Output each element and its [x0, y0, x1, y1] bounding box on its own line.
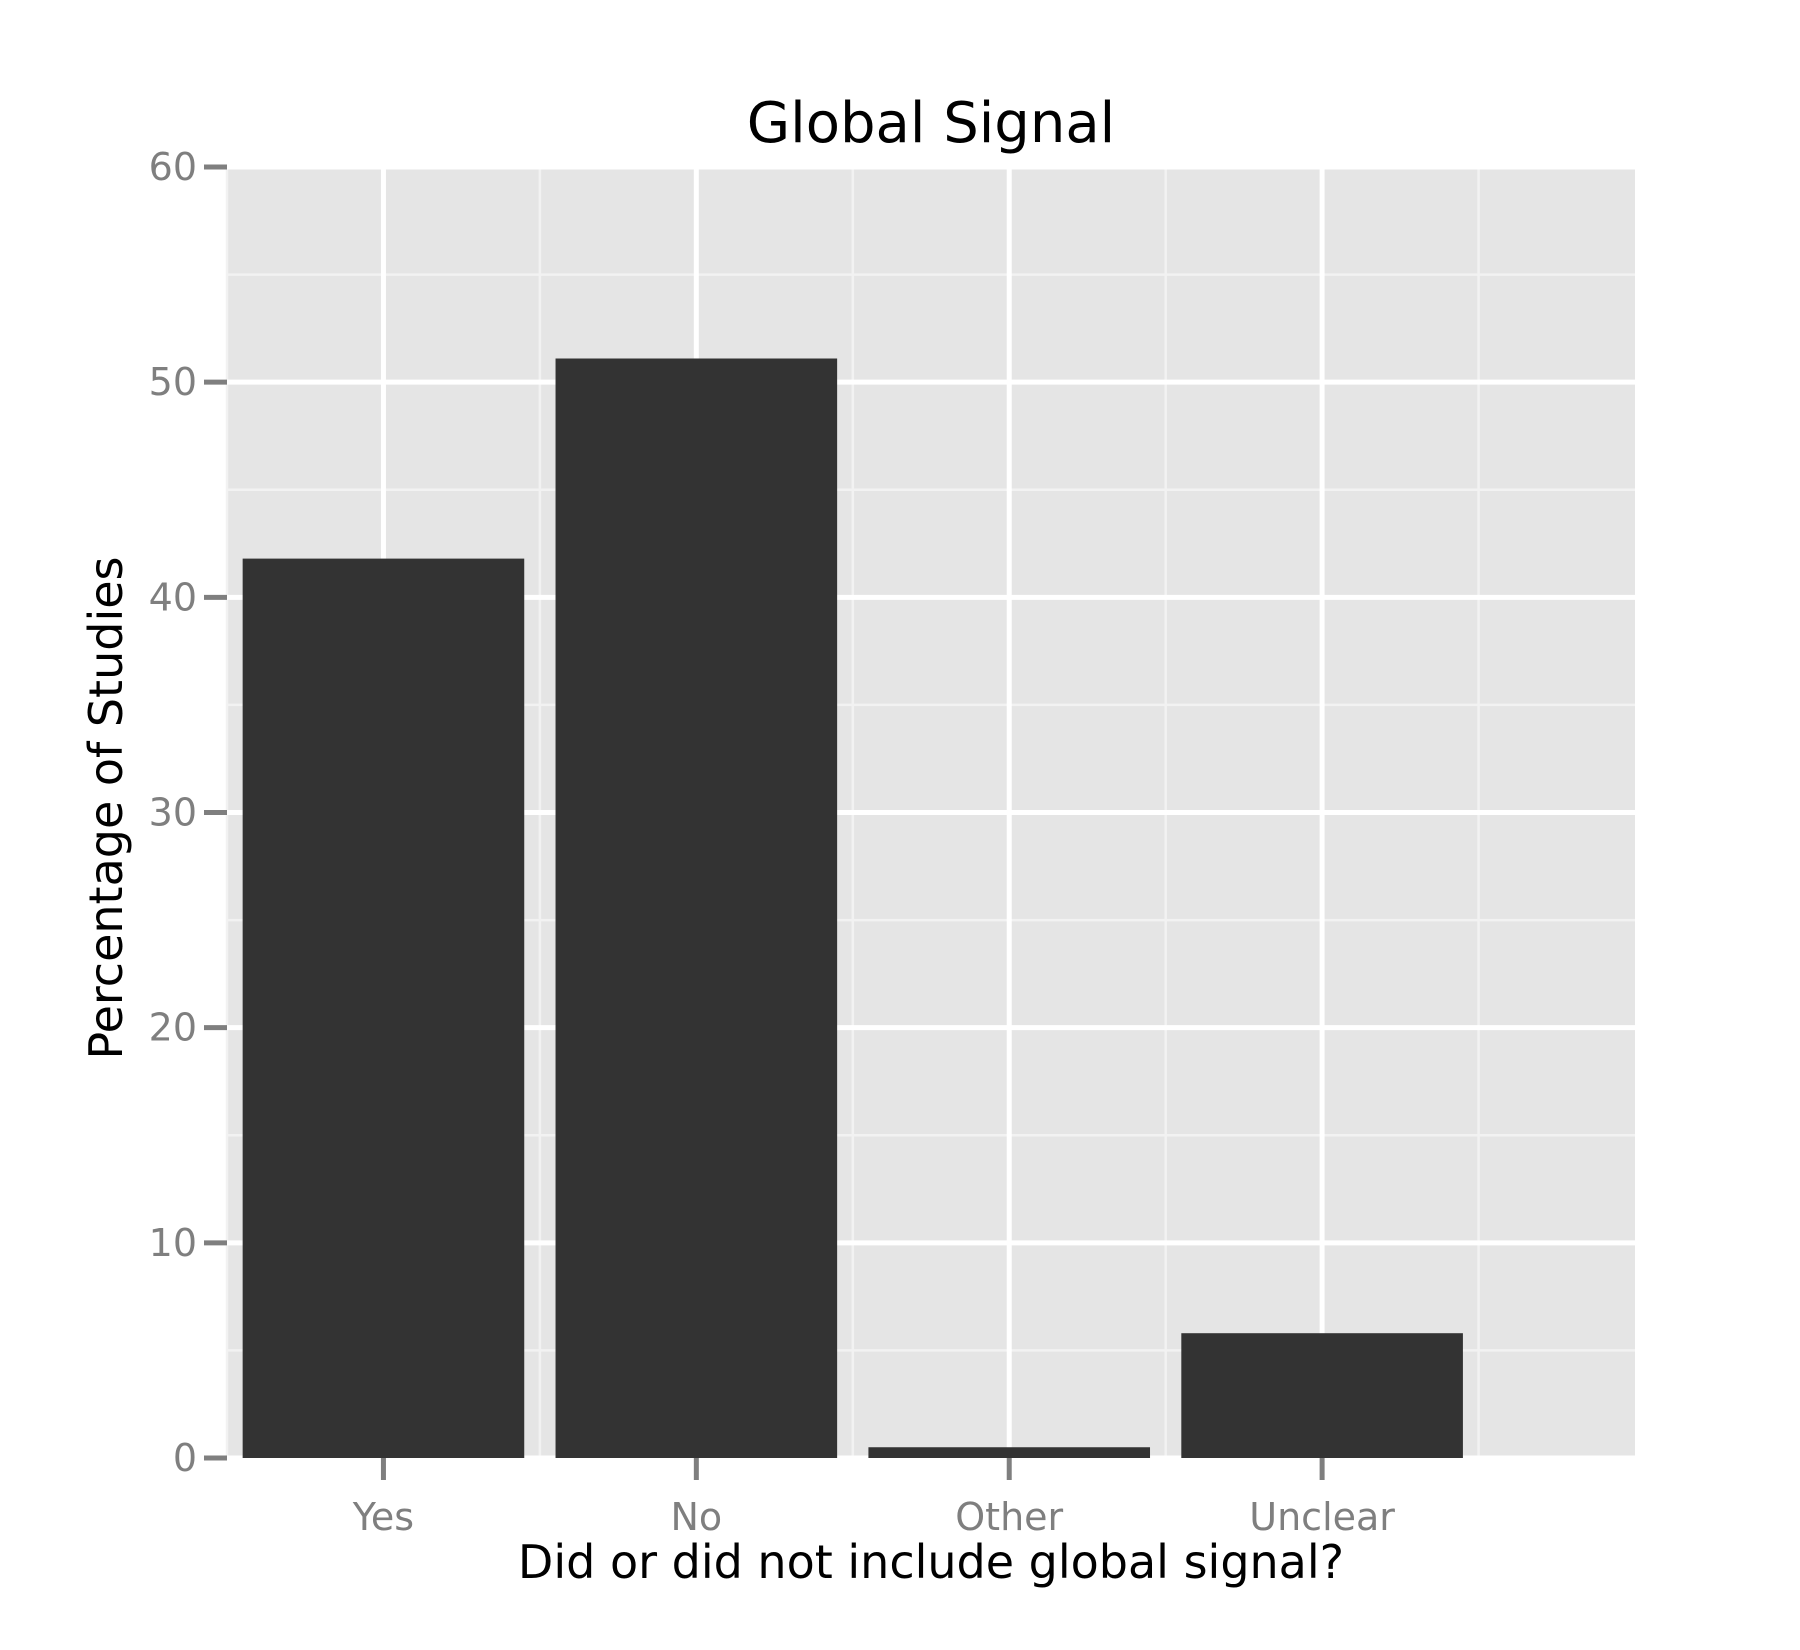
x-axis-title: Did or did not include global signal? [518, 1535, 1344, 1589]
y-tick-label: 0 [173, 1436, 197, 1480]
bar-other [868, 1447, 1151, 1458]
x-tick-label-yes: Yes [352, 1495, 414, 1539]
y-axis-title: Percentage of Studies [79, 557, 133, 1060]
bar-unclear [1181, 1333, 1463, 1458]
x-tick-label-unclear: Unclear [1249, 1495, 1395, 1539]
bars [242, 358, 1463, 1459]
y-tick-label: 40 [149, 575, 197, 619]
chart-title: Global Signal [747, 91, 1115, 156]
x-tick-label-other: Other [955, 1495, 1063, 1539]
y-tick-label: 50 [149, 360, 197, 404]
x-tick-label-no: No [670, 1495, 722, 1539]
y-tick-label: 20 [149, 1006, 197, 1050]
y-axis: 0 10 20 30 40 50 60 [149, 145, 227, 1480]
y-tick-label: 60 [149, 145, 197, 189]
x-axis: Yes No Other Unclear [352, 1458, 1395, 1539]
bar-yes [242, 558, 525, 1458]
bar-no [555, 358, 838, 1459]
y-tick-label: 10 [149, 1221, 197, 1265]
y-tick-label: 30 [149, 791, 197, 835]
